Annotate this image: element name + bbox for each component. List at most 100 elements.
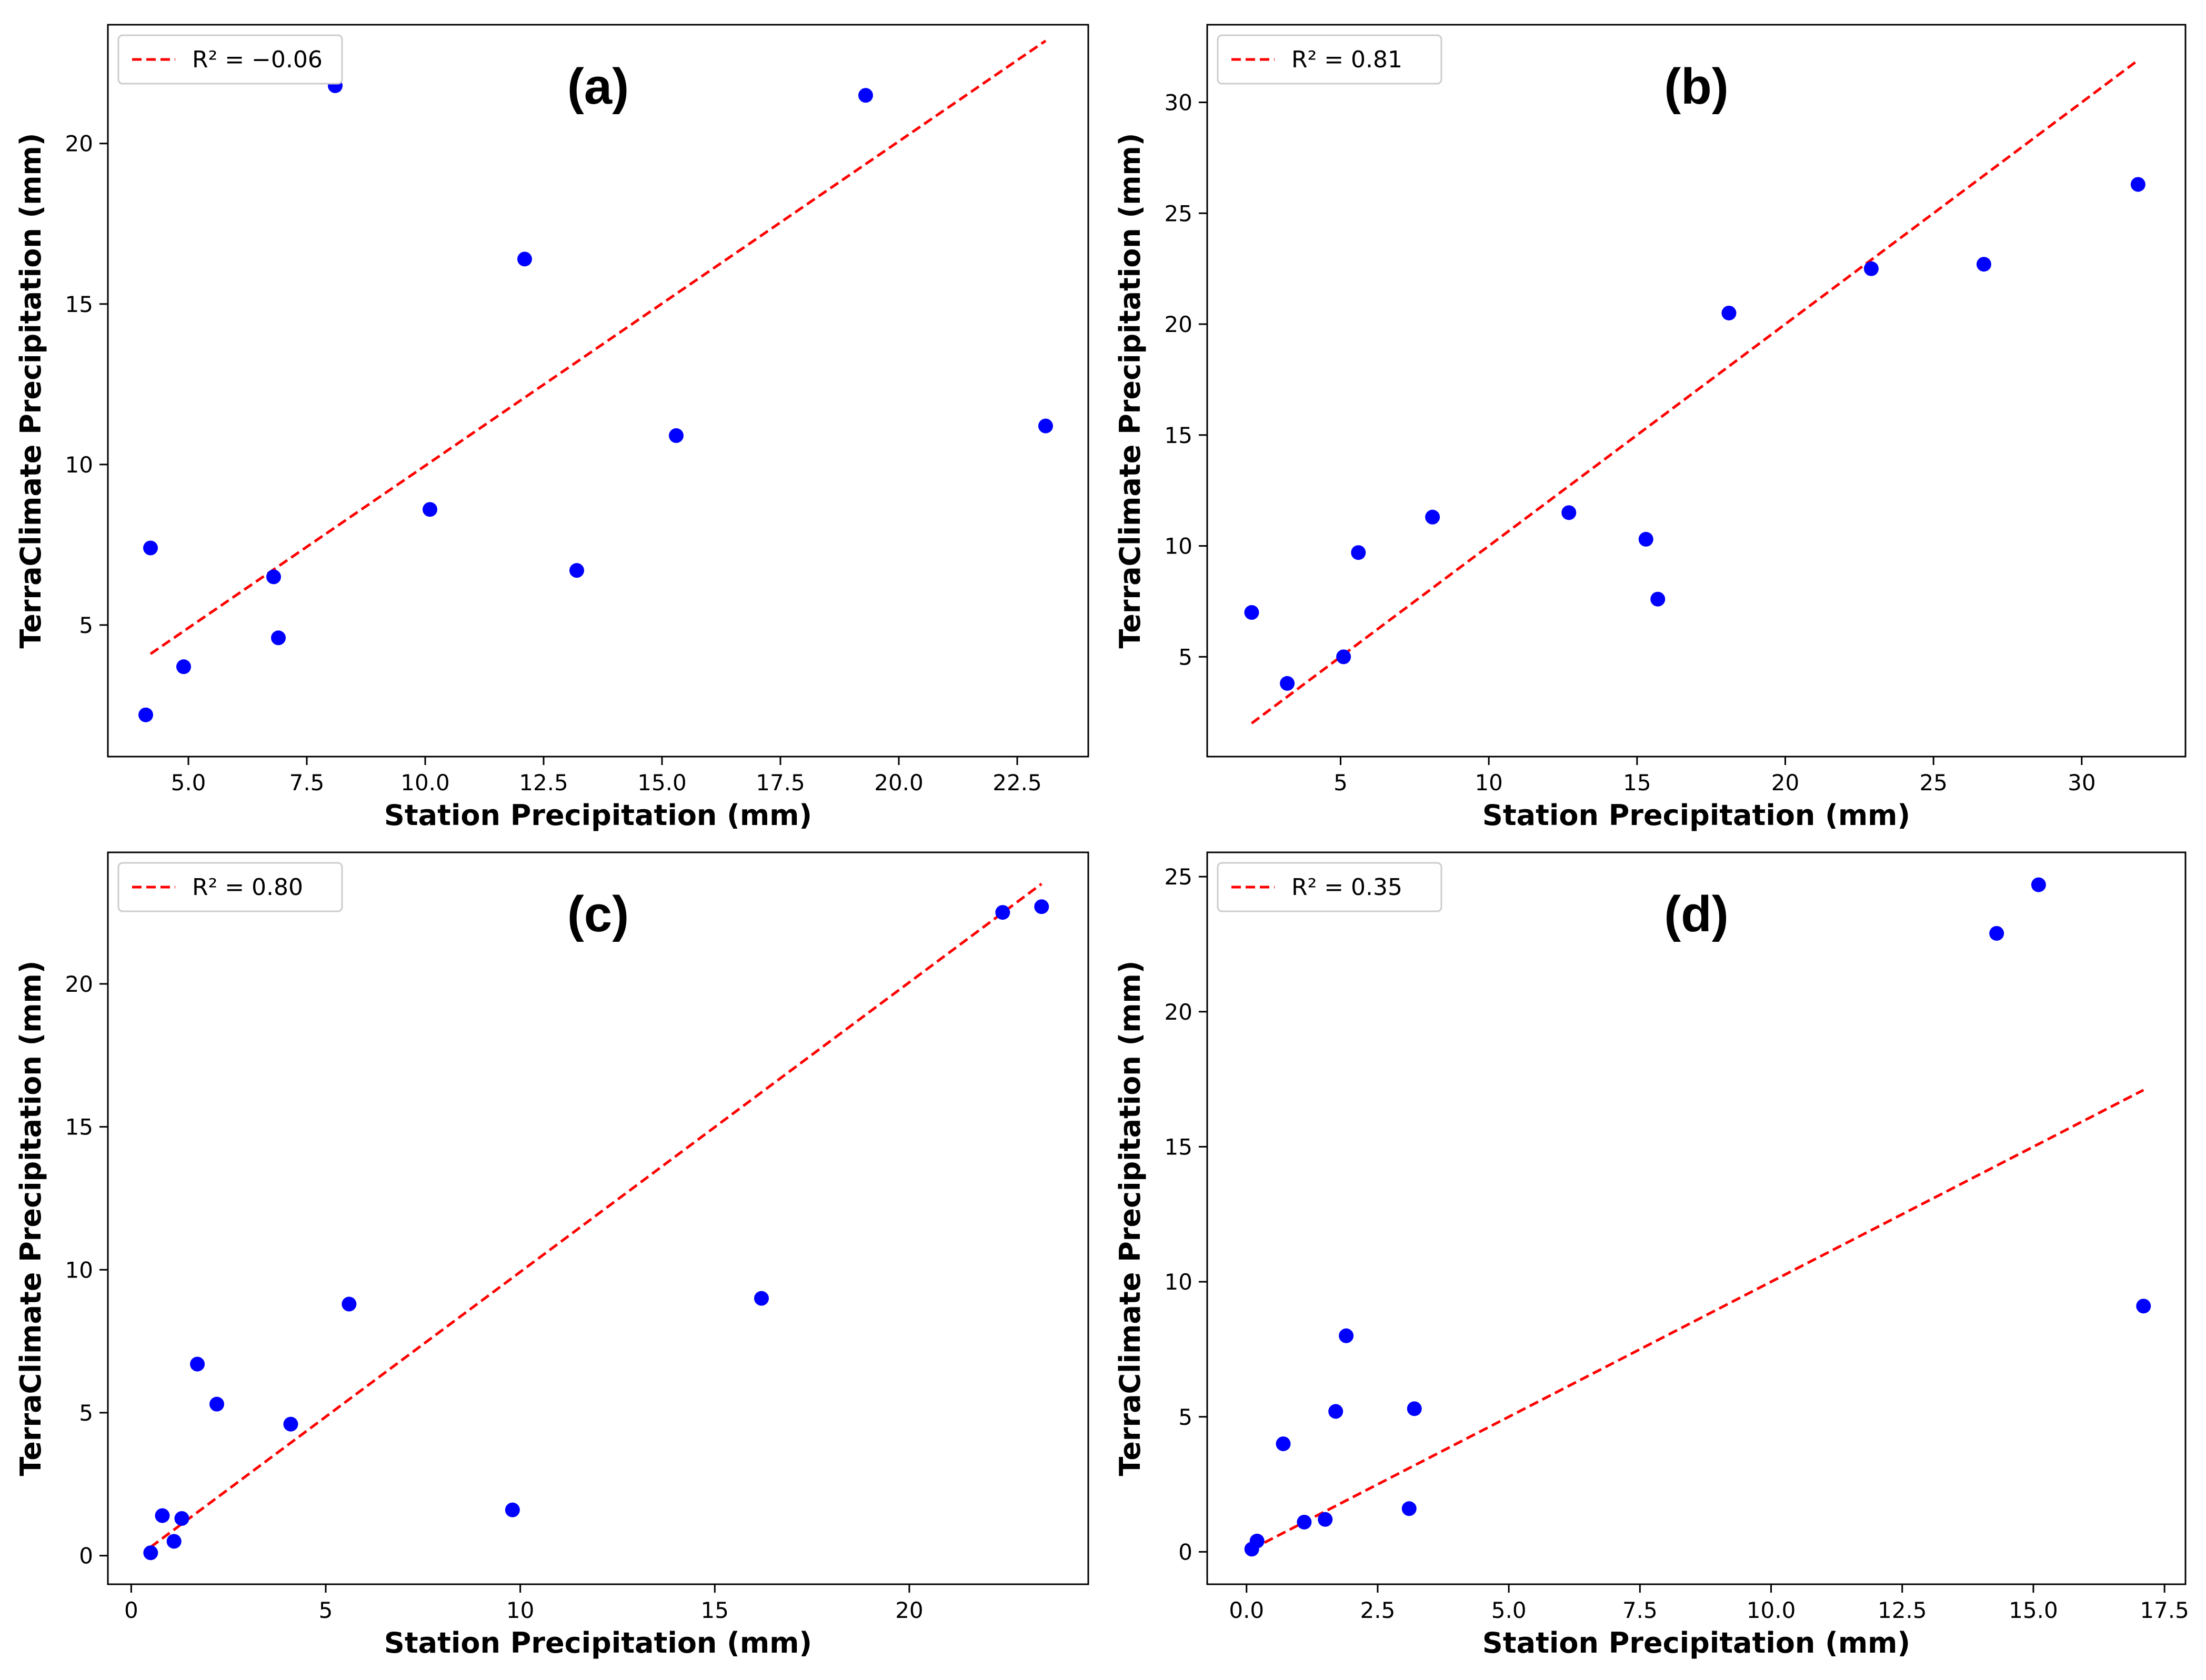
y-tick-label: 10 — [65, 452, 93, 478]
data-point — [342, 1296, 357, 1312]
y-tick-label: 20 — [65, 131, 93, 157]
y-tick-label: 10 — [1165, 534, 1192, 559]
data-point — [271, 630, 286, 646]
y-tick-label: 5 — [1178, 1404, 1192, 1430]
x-tick-label: 20 — [895, 1597, 923, 1623]
data-point — [1244, 605, 1259, 620]
x-tick-label: 7.5 — [289, 770, 325, 796]
data-point — [858, 88, 873, 103]
x-tick-label: 12.5 — [519, 770, 568, 796]
data-point — [517, 252, 532, 267]
data-point — [176, 659, 191, 675]
x-tick-label: 15 — [701, 1597, 729, 1623]
data-point — [209, 1396, 224, 1412]
panel-c: 0 5 10 15 20 0 5 10 15 20 Station Precipitation (m… — [14, 851, 1089, 1659]
legend-label: R² = 0.81 — [1291, 46, 1402, 73]
plot-frame — [107, 851, 1089, 1585]
legend-box — [117, 862, 343, 912]
x-tick-label: 10 — [1475, 770, 1502, 796]
data-point — [569, 563, 584, 578]
y-tick-label: 5 — [1178, 644, 1192, 670]
data-point — [505, 1502, 520, 1517]
x-axis-label: Station Precipitation (mm) — [1482, 799, 1910, 832]
data-point — [1276, 1436, 1291, 1452]
y-tick-label: 10 — [1165, 1269, 1192, 1295]
y-tick-label: 20 — [65, 971, 93, 997]
panel-label: (d) — [1664, 886, 1729, 942]
y-tick-label: 0 — [1178, 1539, 1192, 1565]
legend: R² = 0.80 — [117, 862, 343, 912]
data-point — [1351, 545, 1366, 560]
x-tick-label: 17.5 — [756, 770, 805, 796]
panel-label: (a) — [567, 58, 629, 115]
data-point — [2130, 177, 2145, 192]
x-tick-label: 0.0 — [1229, 1597, 1264, 1623]
x-axis-label: Station Precipitation (mm) — [384, 799, 812, 832]
legend-box — [117, 34, 343, 85]
x-tick-label: 25 — [1919, 770, 1947, 796]
data-point — [1318, 1512, 1333, 1527]
data-point — [1249, 1533, 1265, 1548]
y-tick-label: 15 — [65, 291, 93, 317]
data-point — [143, 1545, 158, 1561]
y-tick-label: 10 — [65, 1257, 93, 1283]
x-tick-label: 22.5 — [992, 770, 1042, 796]
panel-label: (b) — [1664, 58, 1729, 115]
x-tick-label: 10.0 — [1747, 1597, 1796, 1623]
y-axis-label: TerraClimate Precipitation (mm) — [1114, 961, 1147, 1476]
data-point — [1401, 1501, 1417, 1516]
data-point — [1297, 1514, 1312, 1530]
data-point — [423, 502, 437, 517]
data-point — [1336, 649, 1351, 665]
data-point — [1339, 1328, 1354, 1343]
data-point — [283, 1416, 298, 1432]
data-point — [995, 905, 1010, 920]
legend: R² = −0.06 — [117, 34, 343, 85]
x-tick-label: 7.5 — [1622, 1597, 1658, 1623]
x-tick-label: 17.5 — [2140, 1597, 2189, 1623]
data-point — [1863, 261, 1879, 276]
data-point — [174, 1511, 189, 1526]
x-tick-label: 5 — [319, 1597, 333, 1623]
x-tick-label: 10 — [506, 1597, 534, 1623]
fit-line — [1251, 59, 2139, 725]
fit-line — [149, 882, 1042, 1548]
x-tick-label: 5.0 — [171, 770, 206, 796]
plot-frame — [1206, 851, 2187, 1585]
data-point — [1638, 531, 1653, 547]
data-point — [190, 1356, 205, 1372]
y-tick-label: 15 — [65, 1114, 93, 1140]
data-point — [2136, 1299, 2151, 1314]
legend: R² = 0.81 — [1217, 34, 1442, 85]
x-axis-label: Station Precipitation (mm) — [384, 1626, 812, 1659]
y-axis-label: TerraClimate Precipitation (mm) — [1114, 133, 1147, 649]
legend-label: R² = 0.80 — [192, 874, 303, 901]
y-tick-label: 30 — [1165, 90, 1192, 116]
y-tick-label: 0 — [79, 1543, 93, 1569]
data-point — [1976, 257, 1991, 272]
y-tick-label: 5 — [79, 1400, 93, 1426]
legend: R² = 0.35 — [1217, 862, 1442, 912]
x-tick-label: 2.5 — [1360, 1597, 1396, 1623]
y-tick-label: 20 — [1165, 999, 1192, 1025]
x-tick-label: 15.0 — [2009, 1597, 2058, 1623]
data-point — [1407, 1401, 1422, 1416]
y-tick-label: 5 — [79, 612, 93, 638]
data-point — [1561, 505, 1577, 520]
x-tick-label: 20 — [1771, 770, 1799, 796]
data-point — [1425, 509, 1440, 525]
panel-b: 5 10 15 20 25 30 5 10 15 20 25 30 Station Precipitat… — [1114, 24, 2187, 832]
x-tick-label: 5 — [1333, 770, 1348, 796]
plot-frame — [1206, 24, 2187, 758]
plot-frame — [107, 24, 1089, 758]
data-point — [166, 1534, 182, 1549]
data-point — [1650, 591, 1666, 607]
fit-line — [149, 39, 1047, 655]
x-tick-label: 0 — [124, 1597, 138, 1623]
x-tick-label: 15.0 — [637, 770, 687, 796]
x-tick-label: 12.5 — [1878, 1597, 1927, 1623]
x-tick-label: 20.0 — [874, 770, 924, 796]
data-point — [669, 428, 684, 443]
x-axis-label: Station Precipitation (mm) — [1482, 1626, 1910, 1659]
